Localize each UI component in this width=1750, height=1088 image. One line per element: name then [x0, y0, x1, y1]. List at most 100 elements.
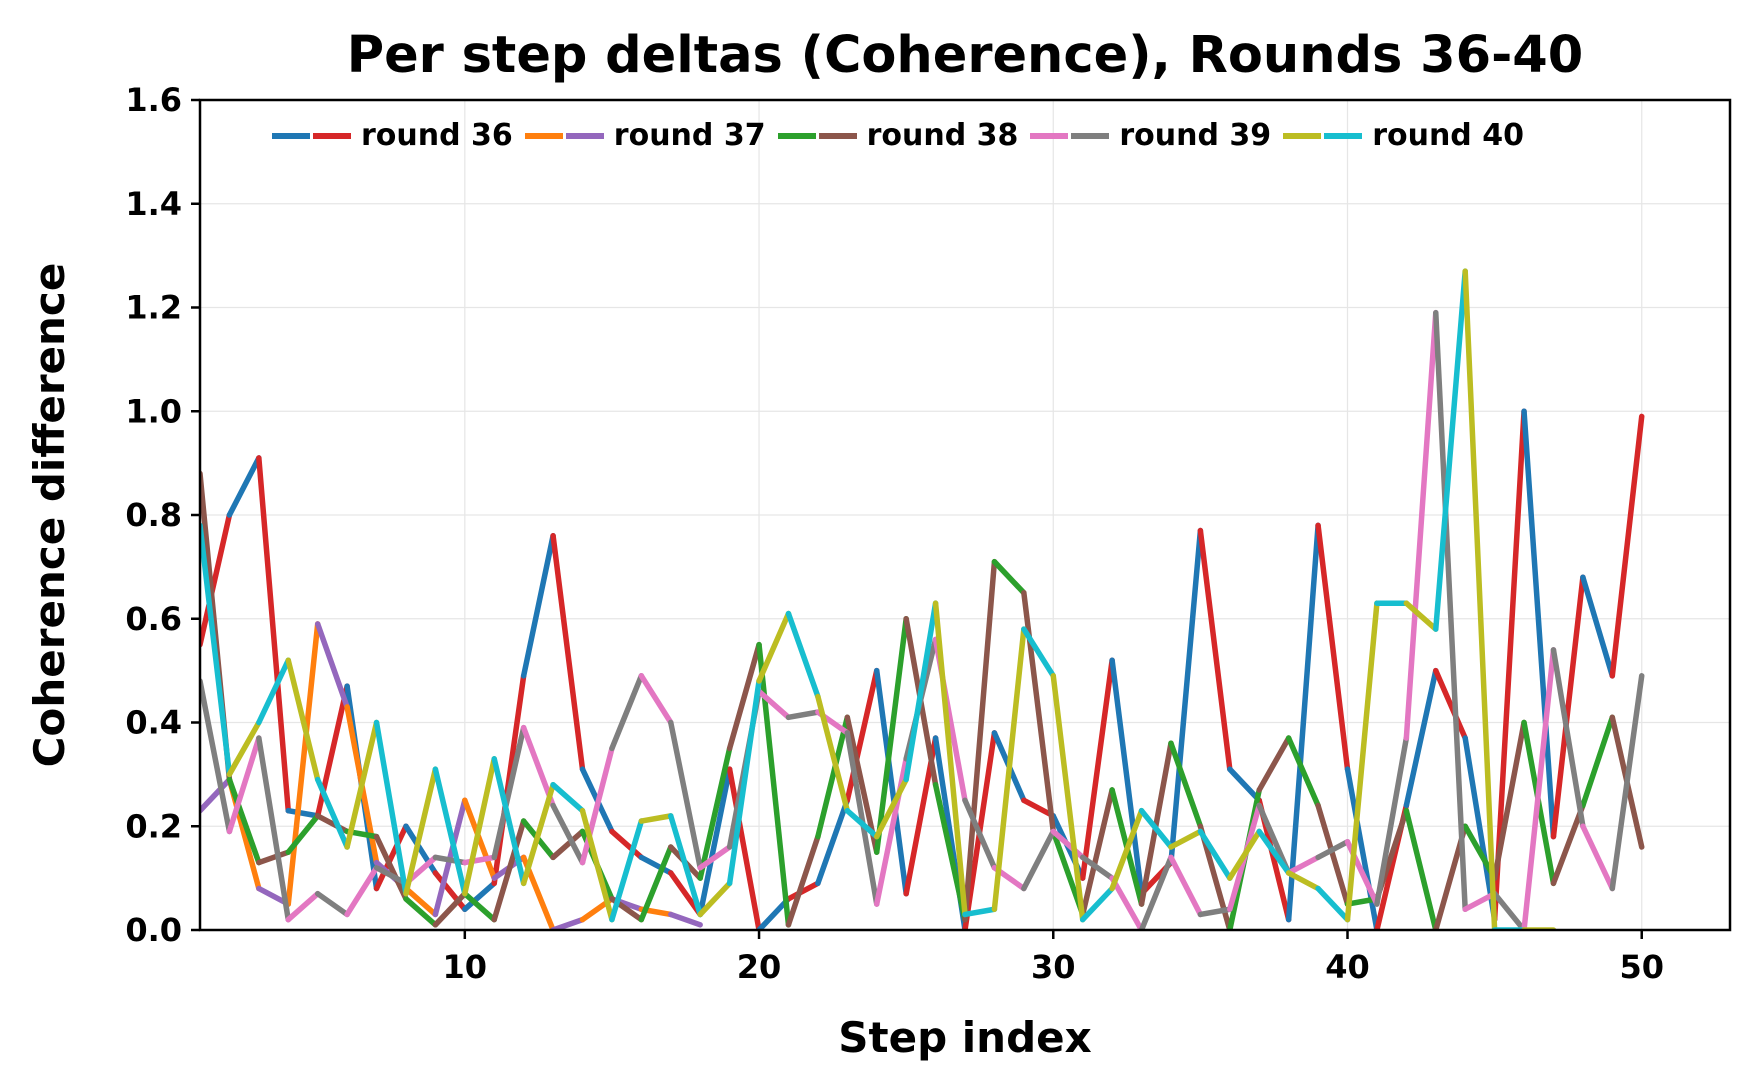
line-segment [373, 719, 409, 897]
line-segment [1079, 657, 1115, 881]
line-segment [1580, 714, 1616, 809]
y-tick-label: 0.8 [125, 496, 182, 534]
line-segment [1227, 828, 1262, 881]
line-segment [1079, 854, 1115, 881]
x-axis-label: Step index [838, 1013, 1091, 1062]
line-segment [403, 766, 439, 897]
y-tick-label: 1.6 [125, 81, 182, 119]
line-segment [903, 600, 939, 783]
y-tick-label: 1.0 [125, 392, 182, 430]
line-segment [962, 558, 998, 923]
legend-swatch [1324, 132, 1363, 139]
line-segment [491, 756, 527, 887]
line-segment [285, 807, 321, 819]
x-tick-label: 20 [737, 948, 782, 986]
line-segment [697, 745, 733, 881]
legend: round 36 round 37 round 38 round 39 round 40 [272, 118, 1536, 153]
line-segment [314, 776, 350, 850]
line-segment [726, 766, 762, 930]
legend-label: round 36 [361, 118, 513, 153]
line-segment [520, 782, 556, 887]
line-segment [638, 844, 674, 923]
line-segment [200, 512, 233, 648]
line-segment [200, 678, 233, 835]
line-segment [962, 797, 998, 871]
line-segment [1491, 890, 1527, 930]
legend-item: round 40 [1283, 118, 1524, 153]
legend-item: round 39 [1030, 118, 1271, 153]
line-segment [873, 616, 909, 855]
line-segment [1109, 875, 1145, 930]
line-segment [1580, 823, 1616, 892]
line-segment [756, 610, 792, 684]
line-segment [815, 797, 851, 887]
line-segment [462, 797, 497, 881]
line-segment [1168, 527, 1204, 866]
line-segment [285, 890, 321, 923]
line-segment [785, 833, 821, 928]
line-segment [1197, 906, 1233, 918]
line-segment [1021, 626, 1057, 679]
line-segment [1550, 574, 1586, 840]
legend-swatch [818, 132, 857, 139]
line-segment [785, 709, 821, 721]
line-segment [1344, 600, 1380, 923]
line-segment [1168, 828, 1204, 850]
line-segment [462, 880, 497, 912]
line-segment [285, 621, 321, 907]
line-segment [873, 756, 909, 907]
line-segment [1344, 766, 1380, 930]
line-segment [726, 641, 762, 752]
line-segment [344, 865, 380, 918]
line-segment [226, 719, 262, 778]
line-segment [873, 667, 909, 897]
line-segment [638, 673, 674, 726]
line-segment [1550, 647, 1586, 829]
line-segment [1138, 854, 1174, 930]
line-segment [1403, 807, 1439, 930]
line-segment [256, 657, 292, 726]
line-segment [962, 906, 998, 918]
line-segment [844, 730, 880, 907]
legend-label: round 40 [1372, 118, 1524, 153]
line-segment [491, 818, 527, 923]
y-tick-label: 0.2 [125, 807, 182, 845]
line-segment [844, 667, 880, 804]
line-segment [314, 890, 350, 918]
legend-swatch [1283, 132, 1322, 139]
line-segment [1050, 828, 1086, 861]
line-segment [1315, 522, 1351, 772]
line-segment [1138, 740, 1174, 907]
line-segment [344, 719, 380, 850]
legend-label: round 37 [613, 118, 766, 153]
line-segment [1609, 673, 1645, 892]
legend-item: round 38 [777, 118, 1018, 153]
line-segment [1315, 885, 1351, 923]
y-tick-label: 1.2 [125, 289, 182, 327]
legend-swatch [777, 132, 816, 139]
line-segment [403, 885, 439, 918]
legend-swatch [524, 132, 563, 139]
line-segment [1462, 890, 1498, 912]
line-segment [697, 880, 733, 918]
line-segment [609, 818, 645, 923]
line-segment [226, 776, 262, 866]
y-tick-label: 0.6 [125, 600, 182, 638]
line-segment [609, 673, 645, 752]
legend-item: round 37 [524, 118, 766, 153]
line-segment [432, 854, 468, 866]
line-segment [491, 724, 527, 861]
line-segment [1050, 673, 1086, 923]
line-segment [550, 916, 586, 930]
legend-swatch [1071, 132, 1110, 139]
line-segment [1197, 828, 1233, 881]
line-segment [550, 782, 586, 814]
line-segment [1403, 667, 1439, 809]
line-segment [256, 455, 292, 814]
line-segment [226, 735, 262, 835]
line-segment [285, 813, 321, 855]
line-segment [1285, 522, 1321, 923]
line-segment [1079, 787, 1115, 918]
line-segment [1433, 268, 1468, 632]
legend-label: round 39 [1119, 118, 1272, 153]
